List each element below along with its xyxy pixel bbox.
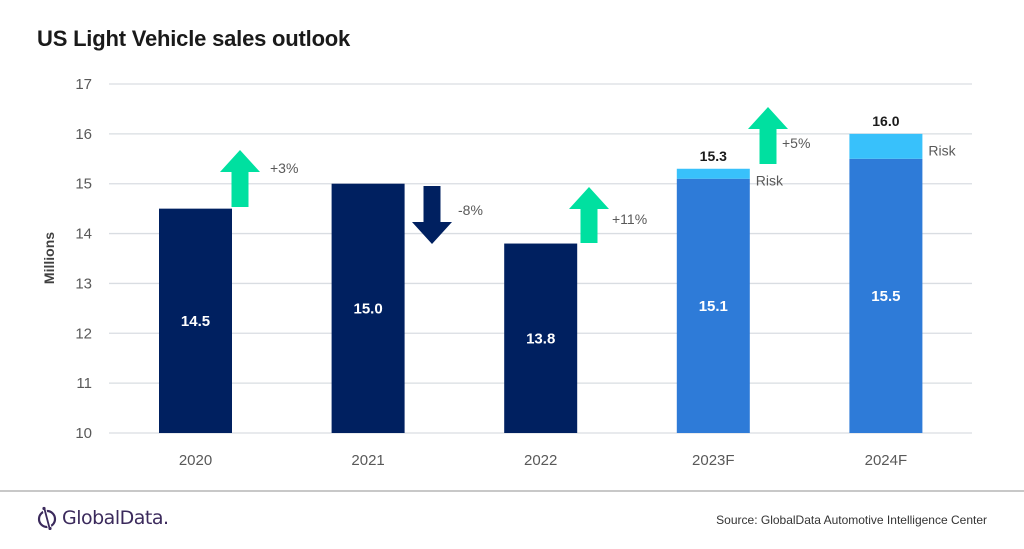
x-tick-label: 2021 [351,452,384,469]
risk-segment-2024f [849,133,923,159]
y-tick-label: 11 [76,375,92,392]
globaldata-logo-icon [37,506,57,530]
y-tick-label: 16 [75,126,92,143]
globaldata-logo: GlobalData. [36,506,169,530]
logo-text: GlobalData. [62,507,169,529]
bar-value-label: 15.0 [353,300,382,317]
x-tick-label: 2024F [865,452,908,469]
total-value-label: 15.3 [700,148,727,164]
y-tick-label: 14 [75,226,92,243]
source-note: Source: GlobalData Automotive Intelligen… [716,513,987,527]
risk-label: Risk [928,142,956,158]
y-tick-label: 10 [75,425,92,442]
change-label: +3% [270,160,298,176]
arrow-up-icon [748,107,788,164]
x-tick-label: 2022 [524,452,557,469]
total-value-label: 16.0 [872,113,899,129]
x-tick-label: 2020 [179,452,212,469]
arrow-down-icon [412,186,452,244]
risk-segment-2023f [676,168,750,179]
bar-2024f [849,158,923,434]
bar-value-label: 15.1 [699,298,728,315]
y-tick-label: 13 [75,275,92,292]
bar-value-label: 13.8 [526,330,555,347]
bar-value-label: 15.5 [871,288,900,305]
y-tick-label: 17 [75,76,92,93]
y-tick-label: 15 [75,176,92,193]
bar-2020 [159,208,232,433]
change-label: -8% [458,202,483,218]
y-axis-label: Millions [41,232,57,284]
risk-label: Risk [756,173,784,189]
arrow-up-icon [220,150,260,207]
bar-2023f [676,178,750,433]
change-label: +5% [782,135,810,151]
bar-2022 [504,243,578,433]
bar-value-label: 14.5 [181,313,210,330]
y-tick-label: 12 [75,325,92,342]
footer-divider [0,490,1024,492]
x-tick-label: 2023F [692,452,735,469]
bar-chart: 10 11 12 13 14 15 16 17 Millions 14.5 2020 15.0 2021… [41,76,972,469]
bar-2021 [331,183,405,433]
change-label: +11% [612,211,647,227]
arrow-up-icon [569,187,609,243]
chart-title: US Light Vehicle sales outlook [37,26,351,51]
